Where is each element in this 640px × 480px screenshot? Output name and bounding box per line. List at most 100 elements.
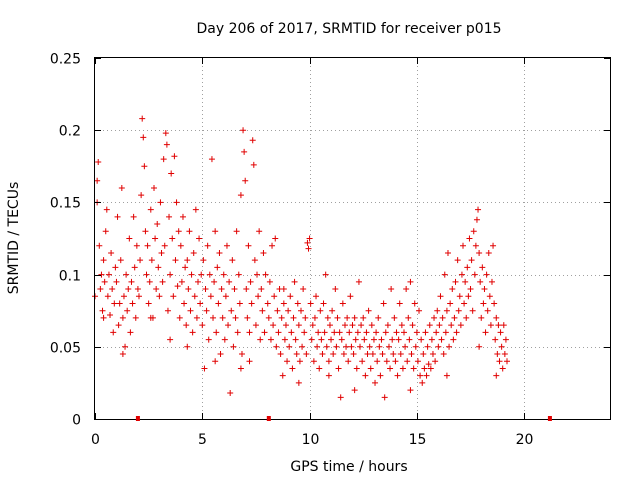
data-point xyxy=(418,336,425,343)
data-point xyxy=(279,372,286,379)
data-point xyxy=(450,336,457,343)
x-tick-label: 15 xyxy=(409,432,427,448)
data-point xyxy=(398,322,405,329)
data-point xyxy=(280,300,287,307)
data-point xyxy=(124,307,131,314)
data-point xyxy=(181,300,188,307)
data-point xyxy=(235,271,242,278)
data-point xyxy=(202,286,209,293)
chart-title: Day 206 of 2017, SRMTID for receiver p01… xyxy=(196,21,501,37)
data-point xyxy=(476,343,483,350)
data-point xyxy=(486,293,493,300)
data-point xyxy=(326,322,333,329)
data-point xyxy=(360,314,367,321)
data-point xyxy=(191,293,198,300)
data-point xyxy=(277,351,284,358)
data-point xyxy=(177,242,184,249)
data-point xyxy=(210,314,217,321)
data-point xyxy=(267,336,274,343)
data-point xyxy=(399,365,406,372)
data-point xyxy=(484,307,491,314)
data-point xyxy=(178,278,185,285)
data-point xyxy=(449,286,456,293)
data-point xyxy=(467,286,474,293)
data-point xyxy=(302,314,309,321)
data-point xyxy=(421,365,428,372)
data-point xyxy=(282,322,289,329)
data-point xyxy=(248,300,255,307)
data-point xyxy=(237,365,244,372)
data-point xyxy=(126,235,133,242)
data-point xyxy=(94,177,101,184)
data-point xyxy=(259,307,266,314)
data-point xyxy=(233,228,240,235)
data-point xyxy=(212,228,219,235)
data-point xyxy=(361,336,368,343)
data-point xyxy=(252,322,259,329)
data-point xyxy=(155,264,162,271)
data-point xyxy=(392,358,399,365)
data-point xyxy=(332,286,339,293)
data-point xyxy=(396,300,403,307)
data-point xyxy=(422,329,429,336)
data-point xyxy=(167,271,174,278)
data-point xyxy=(246,329,253,336)
data-point xyxy=(293,351,300,358)
data-point xyxy=(160,156,167,163)
data-point xyxy=(346,329,353,336)
data-point xyxy=(428,336,435,343)
data-point xyxy=(433,329,440,336)
data-point xyxy=(410,365,417,372)
data-point xyxy=(425,361,432,368)
data-point xyxy=(320,300,327,307)
data-point xyxy=(487,322,494,329)
data-point xyxy=(420,351,427,358)
y-tick-label: 0.05 xyxy=(50,341,81,357)
data-point xyxy=(122,343,129,350)
data-point xyxy=(444,249,451,256)
data-point xyxy=(434,307,441,314)
data-point xyxy=(166,213,173,220)
data-point xyxy=(127,329,134,336)
data-point xyxy=(475,206,482,213)
data-point xyxy=(480,300,487,307)
data-point xyxy=(322,271,329,278)
data-point xyxy=(125,286,132,293)
data-point xyxy=(381,394,388,401)
plot-points xyxy=(92,115,510,401)
data-point xyxy=(138,192,145,199)
data-point xyxy=(215,300,222,307)
data-point xyxy=(339,300,346,307)
data-point xyxy=(402,343,409,350)
data-point xyxy=(228,307,235,314)
data-point xyxy=(107,312,114,319)
data-point xyxy=(469,307,476,314)
data-point xyxy=(147,206,154,213)
data-point xyxy=(479,264,486,271)
data-point xyxy=(265,314,272,321)
data-point xyxy=(184,343,191,350)
data-point xyxy=(157,199,164,206)
data-point xyxy=(186,228,193,235)
data-point xyxy=(393,329,400,336)
data-point xyxy=(305,245,312,252)
y-axis-title: SRMTID / TECUs xyxy=(6,182,22,295)
data-point xyxy=(145,300,152,307)
data-point xyxy=(431,314,438,321)
data-point xyxy=(128,278,135,285)
data-point xyxy=(481,286,488,293)
data-point xyxy=(120,293,127,300)
data-point xyxy=(401,329,407,336)
data-point xyxy=(141,163,148,170)
x-axis: 0 5 10 15 20 xyxy=(91,58,533,448)
data-point xyxy=(139,115,146,122)
data-point xyxy=(338,336,345,343)
data-point xyxy=(214,264,221,271)
data-point xyxy=(159,278,166,285)
data-point xyxy=(451,314,458,321)
data-point xyxy=(366,343,373,350)
data-point xyxy=(488,278,495,285)
data-point xyxy=(313,293,320,300)
data-point xyxy=(281,336,288,343)
data-point xyxy=(153,286,160,293)
